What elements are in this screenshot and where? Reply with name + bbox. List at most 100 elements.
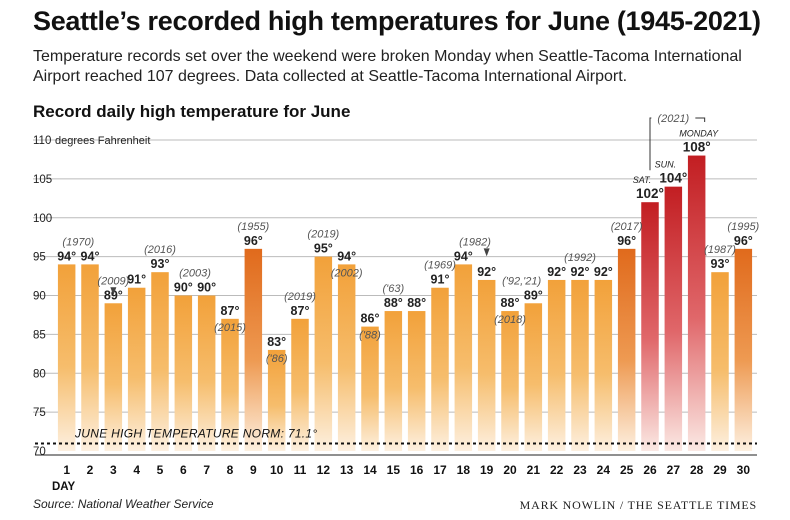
data-label-day-14: 86° — [361, 312, 380, 326]
y-tick-label: 80 — [33, 368, 46, 380]
year-note: (1982) — [459, 236, 491, 248]
year-note: ('92,'21) — [502, 275, 541, 287]
bar-day-1 — [57, 264, 76, 451]
x-tick-label: 8 — [227, 463, 234, 477]
y-tick-label: 90 — [33, 291, 46, 303]
data-label-day-20: 88° — [501, 296, 520, 310]
year-bracket — [649, 117, 706, 171]
x-tick-label: 10 — [270, 463, 284, 477]
x-tick-label: 24 — [597, 463, 611, 477]
x-tick-label: 27 — [667, 463, 681, 477]
bar-day-22 — [547, 279, 566, 451]
x-tick-label: 3 — [110, 463, 117, 477]
year-note: (2019) — [284, 291, 316, 303]
y-tick-label: 85 — [33, 329, 46, 341]
x-tick-label: 16 — [410, 463, 424, 477]
weekday-tag: SAT. — [633, 175, 652, 185]
data-label-day-22: 92° — [547, 265, 566, 279]
bar-day-20 — [501, 311, 519, 451]
year-note: (2019) — [307, 229, 339, 241]
year-note: ('88) — [359, 330, 381, 342]
bar-day-11 — [291, 318, 309, 451]
bar-day-7 — [197, 295, 216, 451]
x-tick-label: 18 — [457, 463, 471, 477]
bar-day-8 — [221, 318, 239, 451]
data-label-day-30: 96° — [734, 234, 753, 248]
year-note: (1969) — [424, 260, 456, 272]
x-tick-label: 28 — [690, 463, 704, 477]
year-note: (1970) — [62, 236, 94, 248]
bar-day-19 — [477, 279, 496, 451]
x-tick-label: 11 — [294, 463, 307, 477]
x-tick-label: 15 — [387, 463, 401, 477]
weekday-tag: SUN. — [655, 160, 677, 170]
year-note: (1992) — [564, 252, 596, 264]
x-tick-label: 12 — [317, 463, 331, 477]
bar-day-6 — [174, 295, 193, 451]
data-label-day-29: 93° — [711, 257, 730, 271]
year-note: (2002) — [331, 267, 363, 279]
data-label-day-3: 89° — [104, 288, 123, 302]
x-tick-label: 6 — [180, 463, 187, 477]
data-label-day-28: 108° — [683, 140, 711, 155]
x-axis-label: DAY — [52, 481, 76, 493]
bar-day-25 — [617, 248, 636, 451]
data-label-day-19: 92° — [477, 265, 496, 279]
bar-day-4 — [127, 287, 146, 451]
data-label-day-18: 94° — [454, 249, 473, 263]
x-tick-label: 20 — [503, 463, 517, 477]
bar-day-28 — [687, 155, 706, 452]
data-label-day-24: 92° — [594, 265, 613, 279]
year-note: (1987) — [704, 244, 736, 256]
bar-day-24 — [594, 279, 613, 451]
bar-day-17 — [431, 287, 449, 451]
bar-day-14 — [361, 326, 379, 451]
x-tick-label: 23 — [573, 463, 587, 477]
data-label-day-26: 102° — [636, 186, 664, 201]
x-tick-label: 4 — [133, 463, 140, 477]
year-note: (2015) — [214, 322, 246, 334]
bar-day-30 — [734, 248, 753, 451]
x-tick-label: 21 — [527, 463, 541, 477]
bar-day-2 — [81, 264, 99, 451]
x-tick-label: 25 — [620, 463, 634, 477]
weekday-tag: MONDAY — [679, 129, 719, 139]
bar-day-26 — [641, 202, 659, 451]
pointer-arrow — [483, 248, 490, 257]
x-tick-label: 13 — [340, 463, 354, 477]
chart-title: Record daily high temperature for June — [33, 102, 351, 121]
subtitle: Temperature records set over the weekend… — [33, 48, 742, 85]
data-label-day-17: 91° — [431, 273, 450, 287]
y-axis-label: degrees Fahrenheit — [55, 135, 150, 147]
y-tick-label: 100 — [33, 213, 52, 225]
bar-day-12 — [314, 256, 333, 451]
bar-day-27 — [664, 186, 683, 451]
x-tick-label: 19 — [480, 463, 494, 477]
norm-label: JUNE HIGH TEMPERATURE NORM: 71.1° — [74, 426, 318, 440]
bar-day-15 — [384, 311, 403, 451]
data-label-day-5: 93° — [151, 257, 170, 271]
data-label-day-23: 92° — [571, 265, 590, 279]
bar-day-10 — [267, 349, 286, 451]
bar-day-5 — [151, 272, 169, 451]
x-tick-label: 9 — [250, 463, 257, 477]
year-note: (2018) — [494, 314, 526, 326]
bar-day-9 — [244, 248, 263, 451]
x-tick-label: 2 — [87, 463, 94, 477]
data-label-day-1: 94° — [57, 249, 76, 263]
bar-day-21 — [524, 303, 543, 451]
source-note: Source: National Weather Service — [33, 497, 214, 511]
bar-day-29 — [711, 272, 729, 451]
year-note: (1995) — [727, 221, 759, 233]
x-tick-label: 29 — [713, 463, 727, 477]
year-note: (2021) — [657, 113, 689, 125]
x-tick-label: 26 — [643, 463, 657, 477]
data-label-day-9: 96° — [244, 234, 263, 248]
year-note: (2003) — [179, 268, 211, 280]
x-tick-label: 1 — [63, 463, 70, 477]
data-label-day-27: 104° — [659, 171, 687, 186]
data-label-day-12: 95° — [314, 242, 333, 256]
bar-day-23 — [571, 279, 589, 451]
data-label-day-13: 94° — [337, 249, 356, 263]
x-tick-label: 22 — [550, 463, 564, 477]
